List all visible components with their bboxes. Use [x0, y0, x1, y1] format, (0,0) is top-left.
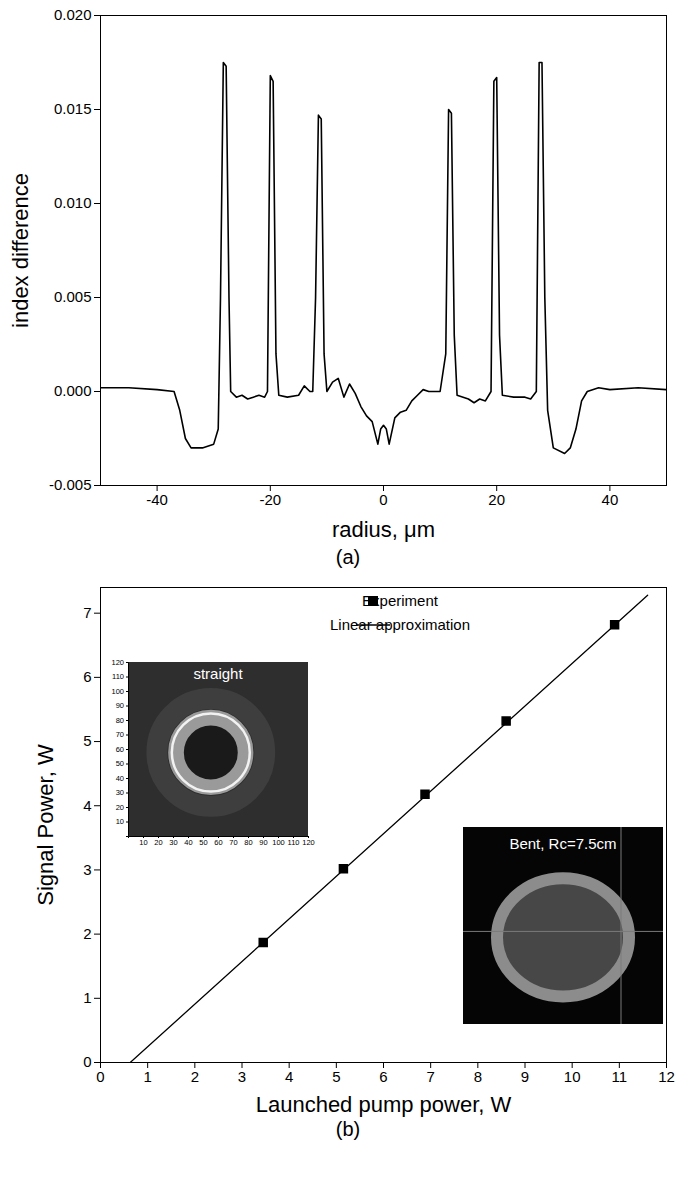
svg-text:Launched pump power, W: Launched pump power, W — [256, 1092, 512, 1117]
svg-text:0.020: 0.020 — [54, 6, 92, 23]
svg-text:60: 60 — [116, 745, 124, 754]
svg-text:4: 4 — [285, 1068, 293, 1085]
svg-text:90: 90 — [259, 838, 267, 847]
svg-text:0.005: 0.005 — [54, 288, 92, 305]
svg-text:120: 120 — [302, 838, 315, 847]
svg-text:Experiment: Experiment — [362, 592, 439, 609]
svg-text:100: 100 — [111, 687, 124, 696]
svg-text:90: 90 — [116, 701, 124, 710]
svg-text:0: 0 — [83, 1053, 91, 1070]
svg-text:-20: -20 — [259, 491, 281, 508]
svg-text:9: 9 — [521, 1068, 529, 1085]
svg-text:30: 30 — [116, 788, 124, 797]
svg-text:30: 30 — [169, 838, 177, 847]
svg-text:7: 7 — [426, 1068, 434, 1085]
svg-text:radius, μm: radius, μm — [332, 517, 435, 542]
svg-text:110: 110 — [112, 672, 124, 681]
svg-text:2: 2 — [191, 1068, 199, 1085]
svg-text:-40: -40 — [146, 491, 168, 508]
svg-text:6: 6 — [379, 1068, 387, 1085]
svg-text:60: 60 — [214, 838, 222, 847]
svg-text:10: 10 — [564, 1068, 581, 1085]
svg-text:7: 7 — [83, 604, 91, 621]
svg-text:20: 20 — [154, 838, 162, 847]
svg-text:50: 50 — [199, 838, 207, 847]
svg-text:2: 2 — [83, 925, 91, 942]
svg-text:index difference: index difference — [8, 173, 33, 328]
svg-text:0.010: 0.010 — [54, 194, 92, 211]
svg-text:5: 5 — [332, 1068, 340, 1085]
svg-text:40: 40 — [602, 491, 619, 508]
svg-text:4: 4 — [83, 797, 91, 814]
svg-text:10: 10 — [116, 817, 124, 826]
svg-text:0.000: 0.000 — [54, 382, 92, 399]
svg-text:6: 6 — [83, 668, 91, 685]
html-text:(b): (b) — [335, 1118, 361, 1140]
svg-text:Linear approximation: Linear approximation — [330, 616, 470, 633]
svg-text:Bent, Rc=7.5cm: Bent, Rc=7.5cm — [509, 835, 616, 852]
svg-text:10: 10 — [139, 838, 147, 847]
svg-text:0: 0 — [96, 1068, 104, 1085]
svg-text:80: 80 — [244, 838, 252, 847]
svg-text:12: 12 — [658, 1068, 675, 1085]
svg-text:20: 20 — [488, 491, 505, 508]
svg-text:-0.005: -0.005 — [49, 476, 92, 493]
svg-text:20: 20 — [116, 803, 124, 812]
svg-text:Signal Power, W: Signal Power, W — [33, 744, 58, 906]
svg-text:40: 40 — [184, 838, 192, 847]
svg-text:3: 3 — [238, 1068, 246, 1085]
svg-text:110: 110 — [288, 838, 300, 847]
svg-text:40: 40 — [116, 774, 124, 783]
html-text:(a): (a) — [335, 546, 361, 568]
svg-text:11: 11 — [612, 1068, 628, 1085]
svg-text:5: 5 — [83, 732, 91, 749]
svg-text:0.015: 0.015 — [54, 100, 92, 117]
svg-text:straight: straight — [193, 665, 243, 682]
svg-text:120: 120 — [111, 658, 124, 667]
svg-text:8: 8 — [474, 1068, 482, 1085]
svg-text:0: 0 — [379, 491, 387, 508]
svg-text:80: 80 — [116, 716, 124, 725]
svg-text:50: 50 — [116, 759, 124, 768]
svg-text:70: 70 — [229, 838, 237, 847]
svg-text:3: 3 — [83, 861, 91, 878]
svg-text:1: 1 — [83, 989, 91, 1006]
svg-text:70: 70 — [116, 730, 124, 739]
svg-text:1: 1 — [143, 1068, 151, 1085]
svg-text:100: 100 — [272, 838, 285, 847]
